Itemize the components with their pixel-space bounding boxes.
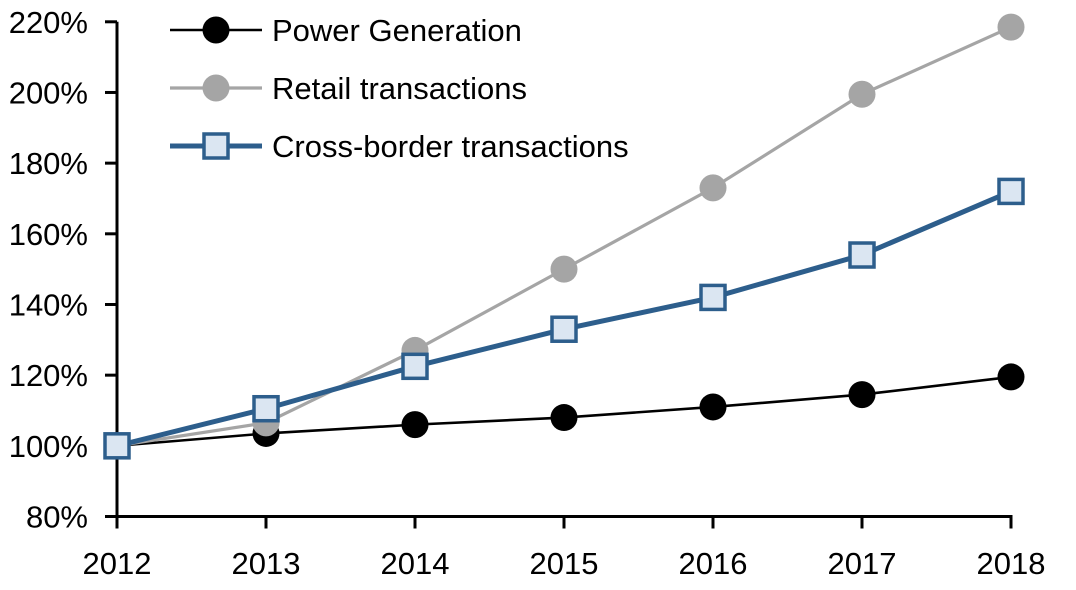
- legend-marker-circle: [202, 16, 230, 44]
- data-point-marker: [699, 393, 727, 421]
- series-line-retail-transactions: [116, 25, 1012, 448]
- legend: Power Generation Retail transactions Cross…: [170, 13, 629, 164]
- y-tick-label: 80%: [26, 500, 88, 535]
- data-point-marker: [848, 80, 876, 108]
- data-point-marker: [997, 363, 1025, 391]
- data-point-marker: [103, 432, 131, 460]
- legend-label: Retail transactions: [272, 71, 527, 106]
- legend-label: Power Generation: [272, 13, 522, 48]
- x-tick-label: 2012: [83, 546, 152, 581]
- data-point-marker: [848, 241, 876, 269]
- y-tick-label: 100%: [9, 429, 88, 464]
- data-point-marker: [848, 381, 876, 409]
- data-point-marker: [997, 13, 1025, 41]
- data-point-marker: [550, 404, 578, 432]
- y-tick-label: 200%: [9, 75, 88, 110]
- x-tick-label: 2013: [232, 546, 301, 581]
- series-cross-border-transactions: [103, 177, 1025, 460]
- x-tick-label: 2014: [381, 546, 450, 581]
- y-tick-label: 140%: [9, 287, 88, 322]
- legend-marker-square: [202, 132, 230, 160]
- series-power-generation: [103, 363, 1025, 460]
- y-tick-label: 120%: [9, 358, 88, 393]
- legend-marker-circle: [202, 74, 230, 102]
- x-tick-label: 2016: [679, 546, 748, 581]
- x-tick-label: 2018: [977, 546, 1046, 581]
- data-point-marker: [997, 177, 1025, 206]
- data-point-marker: [699, 283, 727, 312]
- data-point-marker: [401, 411, 429, 439]
- data-point-marker: [550, 315, 578, 343]
- y-tick-label: 220%: [9, 5, 88, 40]
- x-tick-label: 2017: [828, 546, 897, 581]
- y-tick-label: 180%: [9, 146, 88, 181]
- legend-label: Cross-border transactions: [272, 129, 629, 164]
- legend-item-power-generation: Power Generation: [170, 13, 522, 48]
- legend-item-cross-border-transactions: Cross-border transactions: [170, 129, 629, 164]
- y-tick-label: 160%: [9, 217, 88, 252]
- data-point-marker: [252, 394, 280, 423]
- legend-item-retail-transactions: Retail transactions: [170, 71, 527, 106]
- x-tick-label: 2015: [530, 546, 599, 581]
- data-point-marker: [699, 174, 727, 202]
- data-point-marker: [550, 255, 578, 283]
- data-point-marker: [401, 352, 429, 381]
